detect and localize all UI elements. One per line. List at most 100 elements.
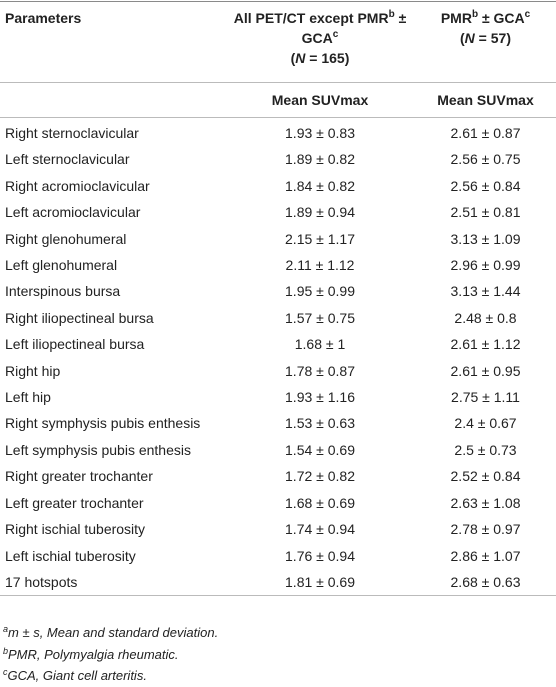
parameter-cell: Interspinous bursa [5, 283, 121, 300]
value-cell: 1.95 ± 0.99 [285, 283, 355, 300]
footnote: am ± s, Mean and standard deviation. [3, 622, 218, 644]
value-cell: 2.61 ± 0.95 [450, 362, 521, 379]
parameter-cell: Right sternoclavicular [5, 125, 139, 141]
table-row: Left glenohumeral 2.11 ± 1.12 2.96 ± 0.99 [0, 252, 556, 278]
header-text: ± [398, 10, 407, 26]
value-cell: 3.13 ± 1.09 [450, 230, 521, 247]
header-text: GCA [301, 30, 333, 46]
subheader-cell [0, 82, 225, 118]
value-cell: 2.86 ± 1.07 [450, 547, 521, 564]
subheader-row: Mean SUVmax Mean SUVmax [0, 82, 556, 118]
table-row: Interspinous bursa 1.95 ± 0.99 3.13 ± 1.44 [0, 278, 556, 304]
value-cell: 3.13 ± 1.44 [450, 283, 521, 300]
table-row: Left sternoclavicular 1.89 ± 0.82 2.56 ± 0… [0, 146, 556, 172]
value-cell: 2.61 ± 1.12 [450, 336, 521, 353]
value-cell: 1.76 ± 0.94 [285, 547, 355, 564]
parameter-cell: Right acromioclavicular [5, 177, 150, 194]
value-cell: 2.75 ± 1.11 [451, 389, 520, 406]
table-body: Right sternoclavicular 1.93 ± 0.83 2.61 ± … [0, 118, 556, 597]
table: Parameters All PET/CT except PMRb ± GCAc… [0, 1, 556, 597]
value-cell: 2.78 ± 0.97 [450, 521, 521, 538]
table-row: Right iliopectineal bursa 1.57 ± 0.75 2.48… [0, 305, 556, 331]
parameter-cell: 17 hotspots [0, 568, 225, 597]
footnote-text: m ± s, Mean and standard deviation. [8, 625, 219, 640]
header-text: N [295, 50, 306, 66]
parameter-cell: Right greater trochanter [5, 468, 153, 485]
table-row: Left hip 1.93 ± 1.16 2.75 ± 1.11 [0, 384, 556, 410]
footnote: bPMR, Polymyalgia rheumatic. [3, 644, 218, 666]
header-text: PMR [440, 10, 472, 26]
table-row: Right acromioclavicular 1.84 ± 0.82 2.56 ±… [0, 173, 556, 199]
value-cell: 1.57 ± 0.75 [285, 309, 355, 326]
header-text: All PET/CT except PMR [233, 10, 389, 26]
header-text: ( [290, 50, 296, 66]
parameter-cell: Left ischial tuberosity [5, 547, 136, 564]
footnote-mark: c [3, 667, 8, 677]
value-cell: 1.68 ± 1 [294, 336, 346, 353]
footnote-ref: c [524, 9, 531, 20]
header-cell: Parameters [0, 1, 225, 83]
footnote-text: GCA, Giant cell arteritis. [7, 668, 147, 683]
value-cell: 1.78 ± 0.87 [285, 362, 355, 379]
value-cell: 1.74 ± 0.94 [285, 521, 355, 538]
value-cell: 1.72 ± 0.82 [285, 468, 355, 485]
value-cell: 2.63 ± 1.08 [450, 494, 521, 511]
header-text: ± GCA [481, 10, 525, 26]
parameter-cell: Left symphysis pubis enthesis [5, 441, 191, 458]
value-cell: 1.68 ± 0.69 [285, 494, 355, 511]
value-cell: 2.48 ± 0.8 [454, 309, 517, 326]
footnote: cGCA, Giant cell arteritis. [3, 665, 218, 687]
footnotes: am ± s, Mean and standard deviation. bPMR… [3, 622, 218, 687]
parameter-cell: Left acromioclavicular [5, 204, 141, 221]
parameter-cell: Right hip [5, 362, 61, 379]
table-row: Left symphysis pubis enthesis 1.54 ± 0.69… [0, 437, 556, 463]
parameter-cell: Left iliopectineal bursa [5, 336, 145, 353]
header-text: = 165) [305, 50, 350, 66]
table-header: Parameters All PET/CT except PMRb ± GCAc… [0, 1, 556, 118]
table-row: Left iliopectineal bursa 1.68 ± 1 2.61 ± 1… [0, 331, 556, 357]
value-cell: 2.4 ± 0.67 [454, 415, 517, 432]
table-row: Right hip 1.78 ± 0.87 2.61 ± 0.95 [0, 358, 556, 384]
footnote-text: PMR, Polymyalgia rheumatic. [8, 646, 179, 662]
parameter-cell: Left greater trochanter [5, 494, 144, 511]
value-cell: 1.84 ± 0.82 [285, 177, 355, 194]
header-cell: All PET/CT except PMRb ± GCAc (N = 165) [225, 1, 415, 83]
table-row: 17 hotspots 1.81 ± 0.69 2.68 ± 0.63 [0, 568, 556, 597]
table-row: Right glenohumeral 2.15 ± 1.17 3.13 ± 1.09 [0, 226, 556, 252]
value-cell: 2.56 ± 0.84 [450, 177, 521, 194]
footnote-ref: c [332, 29, 339, 40]
table-row: Right symphysis pubis enthesis 1.53 ± 0.6… [0, 410, 556, 436]
value-cell: 1.54 ± 0.69 [285, 441, 355, 458]
parameter-cell: Left sternoclavicular [5, 151, 130, 168]
table-row: Left acromioclavicular 1.89 ± 0.94 2.51 ± … [0, 199, 556, 225]
footnote-ref: b [471, 9, 479, 20]
table-row: Right ischial tuberosity 1.74 ± 0.94 2.78 … [0, 516, 556, 542]
footnote-mark: a [3, 624, 9, 634]
footnote-ref: b [388, 9, 395, 20]
parameter-cell: Right symphysis pubis enthesis [5, 415, 201, 432]
parameter-cell: Right iliopectineal bursa [5, 309, 154, 326]
subheader-cell: Mean SUVmax [415, 82, 556, 118]
parameter-cell: Left glenohumeral [5, 257, 118, 274]
footnote-mark: b [3, 645, 9, 656]
value-cell: 2.11 ± 1.12 [285, 257, 355, 274]
table-row: Left ischial tuberosity 1.76 ± 0.94 2.86 ±… [0, 543, 556, 569]
value-cell: 1.89 ± 0.82 [285, 151, 355, 168]
value-cell: 2.61 ± 0.87 [450, 125, 521, 141]
parameter-cell: Left hip [5, 389, 51, 406]
table-row: Right greater trochanter 1.72 ± 0.82 2.52 … [0, 463, 556, 489]
value-cell: 2.5 ± 0.73 [454, 441, 517, 458]
header-cell: PMRb ± GCAc (N = 57) [415, 1, 556, 83]
value-cell: 1.93 ± 0.83 [285, 125, 355, 141]
parameter-cell: Right ischial tuberosity [5, 521, 146, 538]
value-cell: 1.81 ± 0.69 [225, 568, 415, 597]
value-cell: 2.15 ± 1.17 [285, 230, 355, 247]
value-cell: 2.52 ± 0.84 [450, 468, 521, 485]
value-cell: 2.96 ± 0.99 [450, 257, 521, 274]
table-row: Right sternoclavicular 1.93 ± 0.83 2.61 ± … [0, 118, 556, 147]
header-text: = 57) [474, 30, 511, 46]
header-text: N [464, 30, 475, 46]
table-row: Left greater trochanter 1.68 ± 0.69 2.63 ±… [0, 490, 556, 516]
